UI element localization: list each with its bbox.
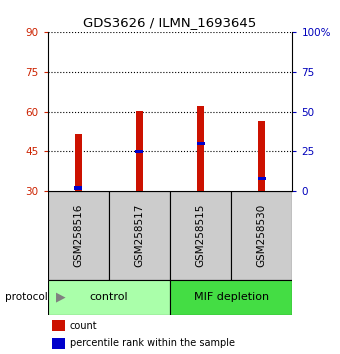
- Bar: [136, 111, 143, 191]
- Text: GSM258516: GSM258516: [73, 204, 83, 267]
- Bar: [135, 150, 143, 153]
- Text: ▶: ▶: [56, 291, 66, 304]
- Title: GDS3626 / ILMN_1693645: GDS3626 / ILMN_1693645: [83, 16, 257, 29]
- Bar: [74, 134, 82, 191]
- Bar: [74, 186, 82, 190]
- Bar: [231, 191, 292, 280]
- Bar: [52, 338, 65, 349]
- Bar: [109, 191, 170, 280]
- Text: percentile rank within the sample: percentile rank within the sample: [70, 338, 235, 348]
- Bar: [48, 191, 109, 280]
- Bar: [170, 280, 292, 315]
- Bar: [48, 280, 170, 315]
- Text: control: control: [89, 292, 128, 302]
- Text: count: count: [70, 321, 97, 331]
- Text: protocol: protocol: [5, 292, 48, 302]
- Bar: [197, 106, 204, 191]
- Text: GSM258517: GSM258517: [134, 204, 144, 267]
- Text: GSM258530: GSM258530: [257, 204, 267, 267]
- Text: MIF depletion: MIF depletion: [194, 292, 269, 302]
- Bar: [197, 142, 205, 145]
- Bar: [170, 191, 231, 280]
- Text: GSM258515: GSM258515: [195, 204, 206, 267]
- Bar: [52, 320, 65, 331]
- Bar: [258, 177, 266, 180]
- Bar: [258, 121, 266, 191]
